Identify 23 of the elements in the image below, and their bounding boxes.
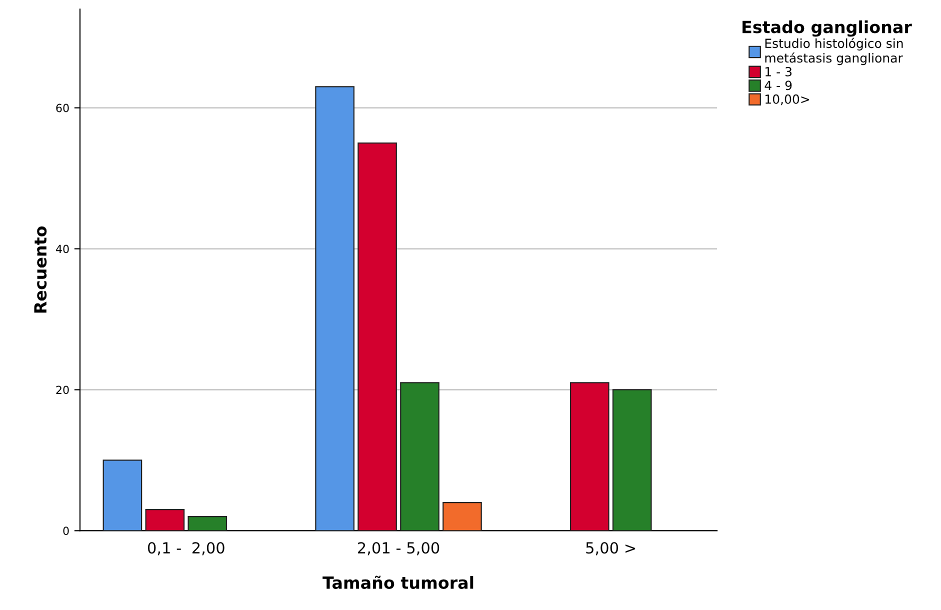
bar	[188, 516, 228, 531]
y-tick-label: 60	[56, 104, 69, 112]
bar	[358, 142, 397, 531]
y-tick-label: 20	[56, 386, 69, 394]
bar	[315, 86, 354, 531]
y-tick-label: 40	[56, 244, 69, 254]
legend-label: 4 - 9	[764, 80, 792, 90]
legend-label: 10,00>	[766, 94, 810, 106]
bar	[612, 389, 652, 531]
bar	[102, 460, 142, 531]
x-tick-label: 2,01 - 5,00	[358, 542, 440, 556]
legend-label: Estudio histológico sin metástasis ganglionar	[765, 38, 903, 66]
bar	[400, 382, 440, 531]
bar	[570, 382, 610, 531]
y-axis-title: Recuento	[34, 226, 47, 313]
bar	[145, 509, 185, 531]
bar	[442, 502, 482, 531]
x-axis-title: Tamaño tumoral	[322, 576, 474, 589]
legend-label: 1 - 3	[766, 66, 792, 76]
legend-title: Estado ganglionar	[742, 20, 912, 37]
y-tick-label: 0	[63, 526, 69, 536]
x-tick-label: 0,1 - 2,00	[148, 542, 224, 556]
x-tick-label: 5,00 >	[586, 542, 636, 556]
